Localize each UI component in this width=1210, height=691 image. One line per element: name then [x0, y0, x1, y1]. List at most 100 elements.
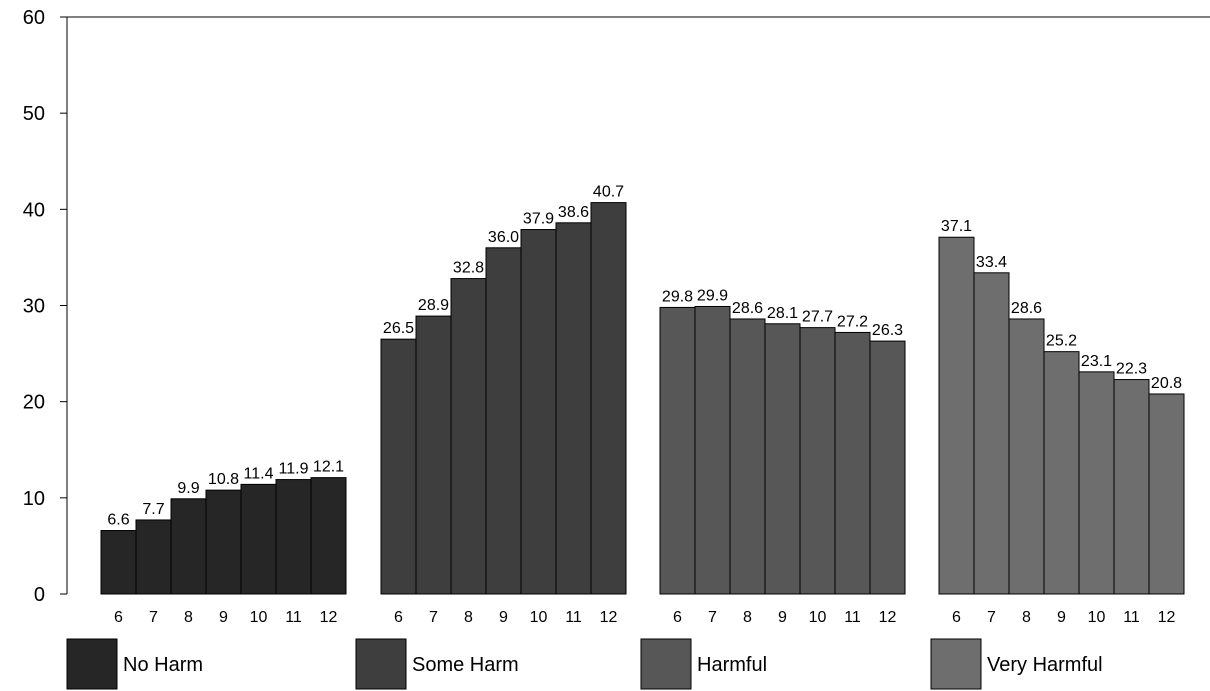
bar-value-label: 27.2 — [837, 313, 868, 330]
y-tick-label: 30 — [23, 296, 45, 318]
legend: No Harm Some Harm Harmful Very Harmful — [67, 639, 1103, 689]
x-tick-label: 11 — [844, 609, 861, 626]
x-tick-label: 8 — [1022, 609, 1031, 626]
bar — [381, 339, 416, 594]
bar-value-label: 37.9 — [523, 211, 554, 228]
x-tick-label: 9 — [219, 609, 228, 626]
legend-label: Some Harm — [412, 654, 519, 676]
bar-value-label: 28.6 — [732, 300, 763, 317]
bar — [486, 248, 521, 594]
x-tick-label: 12 — [1158, 609, 1176, 626]
bar-value-label: 40.7 — [593, 184, 624, 201]
bar-group-very-harmful: 37.1 6 33.4 7 28.6 8 25.2 9 23.1 10 22.3 11 20.8 12 — [939, 218, 1184, 626]
x-tick-label: 7 — [149, 609, 158, 626]
x-tick-label: 12 — [879, 609, 897, 626]
bar-value-label: 36.0 — [488, 229, 519, 246]
bar — [1044, 352, 1079, 594]
bar-value-label: 28.1 — [767, 305, 798, 322]
bar — [276, 480, 311, 594]
x-tick-label: 6 — [394, 609, 403, 626]
y-tick-label: 20 — [23, 392, 45, 414]
bar — [765, 324, 800, 594]
x-tick-label: 10 — [530, 609, 548, 626]
bars: 6.667.779.9810.8911.41011.91112.11226.56… — [101, 184, 1184, 626]
bar-value-label: 12.1 — [313, 459, 344, 476]
bar — [556, 223, 591, 594]
bar-group-some-harm: 26.5 6 28.9 7 32.8 8 36.0 9 37.9 10 38.6 11 40.7 12 — [381, 184, 626, 626]
bar — [730, 319, 765, 594]
bar-group-harmful: 29.8 6 29.9 7 28.6 8 28.1 9 27.7 10 27.2 11 26.3 12 — [660, 287, 905, 626]
bar — [591, 203, 626, 594]
legend-item: Harmful — [641, 639, 767, 689]
legend-label: Harmful — [697, 654, 767, 676]
bar-value-label: 25.2 — [1046, 333, 1077, 350]
x-tick-label: 10 — [250, 609, 268, 626]
bar-value-label: 27.7 — [802, 309, 833, 326]
bar-value-label: 29.8 — [662, 288, 693, 305]
bar-value-label: 37.1 — [941, 218, 972, 235]
bar — [939, 237, 974, 594]
bar — [101, 531, 136, 594]
bar — [1079, 372, 1114, 594]
bar — [416, 316, 451, 594]
bar — [1149, 394, 1184, 594]
x-tick-label: 8 — [464, 609, 473, 626]
bar-value-label: 28.9 — [418, 297, 449, 314]
x-tick-label: 11 — [565, 609, 582, 626]
bar — [451, 279, 486, 594]
bar-value-label: 20.8 — [1151, 375, 1182, 392]
legend-swatch — [641, 639, 691, 689]
bar — [800, 328, 835, 594]
y-tick-label: 60 — [23, 7, 45, 29]
y-tick-label: 50 — [23, 103, 45, 125]
bar — [311, 478, 346, 594]
bar-value-label: 26.5 — [383, 320, 414, 337]
x-tick-label: 7 — [708, 609, 717, 626]
bar-value-label: 11.9 — [279, 461, 309, 478]
legend-label: No Harm — [123, 654, 203, 676]
x-tick-label: 6 — [114, 609, 123, 626]
x-tick-label: 9 — [778, 609, 787, 626]
bar-value-label: 22.3 — [1116, 361, 1147, 378]
bar-value-label: 7.7 — [142, 501, 164, 518]
y-tick-label: 0 — [34, 584, 45, 606]
bar — [660, 307, 695, 594]
legend-item: Some Harm — [356, 639, 519, 689]
x-tick-label: 11 — [285, 609, 302, 626]
x-tick-label: 7 — [987, 609, 996, 626]
x-tick-label: 10 — [1088, 609, 1106, 626]
bar — [870, 341, 905, 594]
legend-item: Very Harmful — [931, 639, 1103, 689]
bar-value-label: 28.6 — [1011, 300, 1042, 317]
x-tick-label: 6 — [673, 609, 682, 626]
bar — [136, 520, 171, 594]
bar-value-label: 32.8 — [453, 260, 484, 277]
bar — [1009, 319, 1044, 594]
bar — [521, 230, 556, 594]
bar-value-label: 23.1 — [1081, 353, 1112, 370]
y-tick-label: 10 — [23, 488, 45, 510]
bar — [206, 490, 241, 594]
x-tick-label: 9 — [499, 609, 508, 626]
x-tick-label: 11 — [1123, 609, 1140, 626]
bar-value-label: 26.3 — [872, 322, 903, 339]
bar — [974, 273, 1009, 594]
x-tick-label: 7 — [429, 609, 438, 626]
x-tick-label: 6 — [952, 609, 961, 626]
x-tick-label: 12 — [320, 609, 338, 626]
bar — [1114, 380, 1149, 594]
x-tick-label: 10 — [809, 609, 827, 626]
bar — [241, 484, 276, 594]
y-tick-label: 40 — [23, 199, 45, 221]
x-tick-label: 8 — [743, 609, 752, 626]
bar-value-label: 10.8 — [208, 471, 239, 488]
bar-value-label: 29.9 — [697, 287, 728, 304]
bar-value-label: 11.4 — [244, 465, 274, 482]
legend-item: No Harm — [67, 639, 203, 689]
bar-value-label: 9.9 — [177, 480, 199, 497]
legend-swatch — [67, 639, 117, 689]
bar — [171, 499, 206, 594]
x-tick-label: 12 — [600, 609, 618, 626]
bar — [835, 332, 870, 594]
